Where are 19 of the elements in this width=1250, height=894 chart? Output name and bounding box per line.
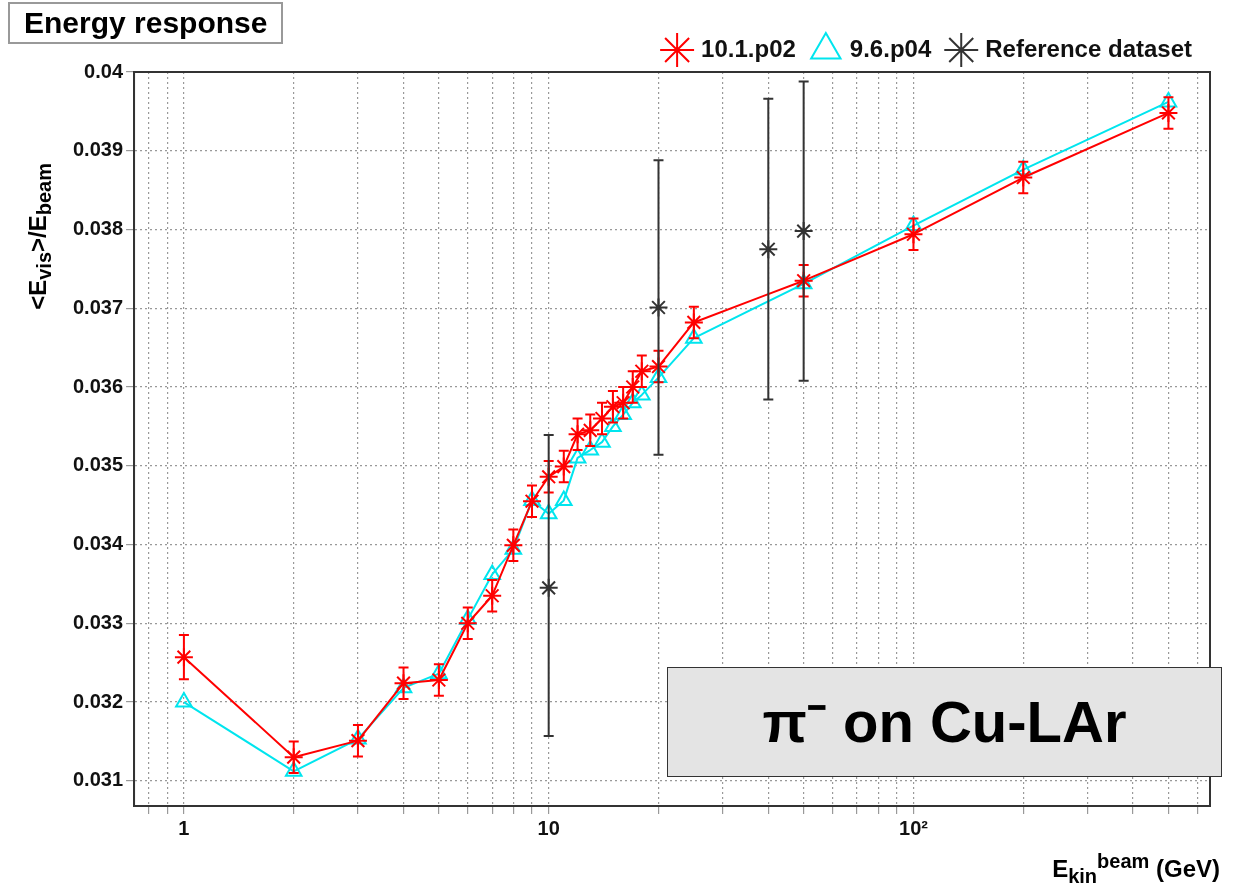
chart-title: Energy response	[8, 2, 284, 44]
y-tick-label: 0.034	[72, 532, 124, 555]
legend-label: Reference dataset	[985, 34, 1193, 62]
y-tick-label: 0.032	[72, 689, 124, 712]
x-tick-label: 10²	[899, 816, 929, 839]
y-tick-label: 0.036	[72, 374, 124, 397]
y-tick-label: 0.035	[72, 453, 124, 476]
y-tick-label: 0.039	[72, 138, 124, 161]
legend-label: 10.1.p02	[701, 34, 796, 62]
x-tick-label: 1	[178, 816, 190, 839]
y-tick-label: 0.038	[72, 217, 124, 240]
x-axis-title: E$_{kin}$$^{beam}$ (GeV)	[1052, 850, 1220, 888]
legend-label: 9.6.p04	[849, 34, 932, 62]
y-tick-label: 0.033	[72, 610, 124, 633]
y-tick-label: 0.037	[72, 295, 124, 318]
y-tick-label: 0.04	[84, 59, 124, 82]
x-tick-label: 10	[537, 816, 560, 839]
annotation: π⁻ on Cu-LAr	[761, 688, 1128, 756]
y-tick-label: 0.031	[72, 768, 124, 791]
